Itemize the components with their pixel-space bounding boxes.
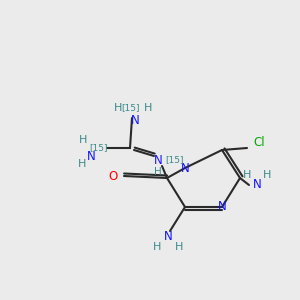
Text: [15]: [15] xyxy=(122,103,140,112)
Text: [15]: [15] xyxy=(165,155,183,164)
Text: N: N xyxy=(164,230,172,244)
Text: H: H xyxy=(144,103,152,113)
Text: H: H xyxy=(263,170,271,180)
Text: N: N xyxy=(218,200,226,214)
Text: H: H xyxy=(78,159,86,169)
Text: H: H xyxy=(153,242,161,252)
Text: H: H xyxy=(154,167,162,177)
Text: O: O xyxy=(108,169,118,182)
Text: N: N xyxy=(87,149,95,163)
Text: H: H xyxy=(175,242,183,252)
Text: N: N xyxy=(181,161,189,175)
Text: [15]: [15] xyxy=(89,143,107,152)
Text: Cl: Cl xyxy=(253,136,265,149)
Text: N: N xyxy=(253,178,261,191)
Text: N: N xyxy=(130,113,140,127)
Text: H: H xyxy=(114,103,122,113)
Text: H: H xyxy=(79,135,87,145)
Text: N: N xyxy=(154,154,162,166)
Text: H: H xyxy=(243,170,251,180)
